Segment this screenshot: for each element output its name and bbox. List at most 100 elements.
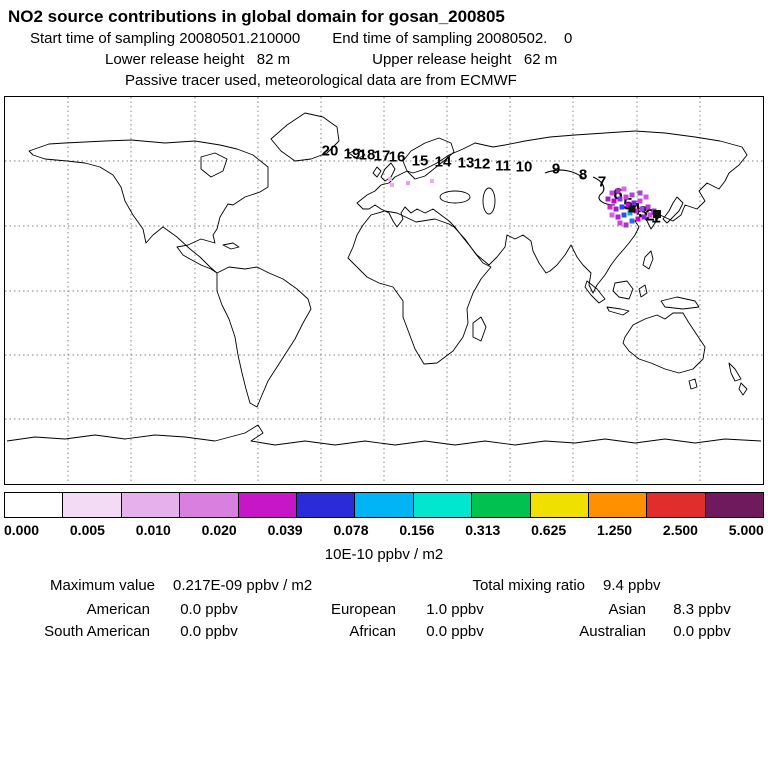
trajectory-day-label: 11 — [495, 157, 511, 175]
colorbar — [4, 492, 764, 518]
contribution-cell — [637, 190, 643, 196]
contribution-cell — [625, 202, 631, 208]
contribution-cell — [617, 196, 623, 202]
colorbar-tick-label: 2.500 — [662, 522, 698, 538]
contribution-cell — [613, 206, 619, 212]
colorbar-segment — [179, 493, 238, 517]
contribution-cell — [619, 204, 625, 210]
colorbar-tick-label: 5.000 — [728, 522, 764, 538]
graticule — [5, 97, 763, 484]
total-mixing-ratio-label: Total mixing ratio — [472, 577, 585, 594]
trajectory-day-label: 13 — [457, 154, 475, 172]
sampling-end-text: End time of sampling 20080502. 0 — [332, 30, 573, 47]
contribution-cell — [639, 206, 645, 212]
contribution-cell — [633, 208, 639, 214]
colorbar-tick-label: 0.078 — [333, 522, 369, 538]
trajectory-day-label: 6 — [613, 184, 623, 204]
contribution-cell — [623, 194, 629, 200]
max-value: 0.217E-09 ppbv / m2 — [173, 577, 313, 594]
region-value: 0.0 ppbv — [426, 623, 484, 640]
region-name: Australian — [579, 623, 646, 640]
contribution-cell — [643, 194, 649, 200]
trajectory-line — [544, 169, 616, 206]
trajectory-day-label: 16 — [388, 148, 406, 166]
world-map: 2019181716151413121110987654321 — [4, 96, 764, 485]
trajectory-day-label: 19 — [343, 145, 361, 163]
max-value-label: Maximum value — [49, 577, 155, 594]
trajectory-day-label: 7 — [597, 173, 607, 191]
page-title: NO2 source contributions in global domai… — [8, 7, 505, 26]
contribution-cell — [390, 183, 394, 187]
colorbar-tick-label: 0.000 — [4, 522, 40, 538]
total-mixing-ratio-value: 9.4 ppbv — [603, 577, 661, 594]
colorbar-tick-label: 0.156 — [399, 522, 435, 538]
colorbar-segment — [120, 493, 180, 517]
trajectory-day-label: 3 — [638, 202, 648, 222]
region-name: American — [86, 601, 150, 618]
region-name: South American — [44, 623, 150, 640]
contribution-cell — [611, 198, 617, 204]
trajectory-day-label: 18 — [358, 146, 376, 164]
trajectory-day-label: 20 — [321, 142, 339, 160]
header: NO2 source contributions in global domai… — [0, 0, 768, 91]
contribution-cell — [605, 196, 611, 202]
colorbar-segment — [62, 493, 121, 517]
region-value: 0.0 ppbv — [180, 601, 238, 618]
release-heights-line: Lower release height 82 m Upper release h… — [0, 49, 768, 70]
contribution-cell — [609, 212, 615, 218]
trajectory-day-label: 15 — [411, 152, 429, 170]
contribution-cell — [406, 181, 410, 185]
region-value: 0.0 ppbv — [673, 623, 731, 640]
colorbar-segment — [354, 493, 413, 517]
colorbar-segment — [412, 493, 472, 517]
contribution-cell — [388, 177, 392, 181]
contribution-cell — [647, 212, 653, 218]
colorbar-units: 10E-10 ppbv / m2 — [324, 546, 444, 563]
colorbar-segment — [237, 493, 296, 517]
trajectory-day-label: 10 — [515, 158, 533, 176]
upper-release-text: Upper release height 62 m — [372, 51, 558, 68]
contribution-cell — [430, 179, 434, 183]
colorbar-segment — [5, 493, 63, 517]
region-name: Asian — [608, 601, 646, 618]
contribution-cell — [615, 214, 621, 220]
colorbar-tick-label: 0.020 — [201, 522, 237, 538]
tracer-note: Passive tracer used, meteorological data… — [125, 72, 517, 89]
contribution-cell — [607, 204, 613, 210]
colorbar-tick-label: 0.625 — [531, 522, 567, 538]
colorbar-tick-label: 0.010 — [135, 522, 171, 538]
region-value: 0.0 ppbv — [180, 623, 238, 640]
contribution-cell — [635, 216, 641, 222]
trajectory-day-label: 9 — [551, 160, 561, 178]
trajectory-day-label: 14 — [434, 153, 452, 171]
colorbar-tick-label: 0.005 — [69, 522, 105, 538]
colorbar-segment — [646, 493, 705, 517]
contribution-cell — [653, 210, 661, 218]
coastlines — [6, 112, 762, 446]
region-value: 1.0 ppbv — [426, 601, 484, 618]
lower-release-text: Lower release height 82 m — [105, 51, 291, 68]
colorbar-segment — [529, 493, 588, 517]
colorbar-tick-label: 0.039 — [267, 522, 303, 538]
colorbar-ticks: 0.000 0.005 0.010 0.020 0.039 0.078 0.156 0.313… — [4, 522, 764, 538]
contribution-cell — [615, 188, 621, 194]
contribution-cell — [609, 190, 615, 196]
contribution-cell — [621, 186, 627, 192]
region-value: 8.3 ppbv — [673, 601, 731, 618]
colorbar-segment — [295, 493, 355, 517]
colorbar-segment — [704, 493, 764, 517]
world-map-svg — [5, 97, 763, 484]
contribution-cell — [623, 222, 629, 228]
trajectory-day-label: 12 — [473, 155, 491, 173]
contribution-cell — [621, 212, 627, 218]
summary-row: Maximum value 0.217E-09 ppbv / m2 Total … — [0, 577, 768, 594]
contribution-cell — [631, 200, 637, 206]
sampling-times-line: Start time of sampling 20080501.210000 En… — [0, 28, 768, 49]
region-stats: American 0.0 ppbv European 1.0 ppbv Asian 8.3… — [0, 601, 768, 640]
contribution-cell — [627, 210, 633, 216]
colorbar-tick-label: 0.313 — [465, 522, 501, 538]
contribution-cell — [637, 198, 643, 204]
contribution-cell — [617, 220, 623, 226]
map-overlay: 2019181716151413121110987654321 — [5, 97, 763, 484]
colorbar-tick-label: 1.250 — [597, 522, 633, 538]
